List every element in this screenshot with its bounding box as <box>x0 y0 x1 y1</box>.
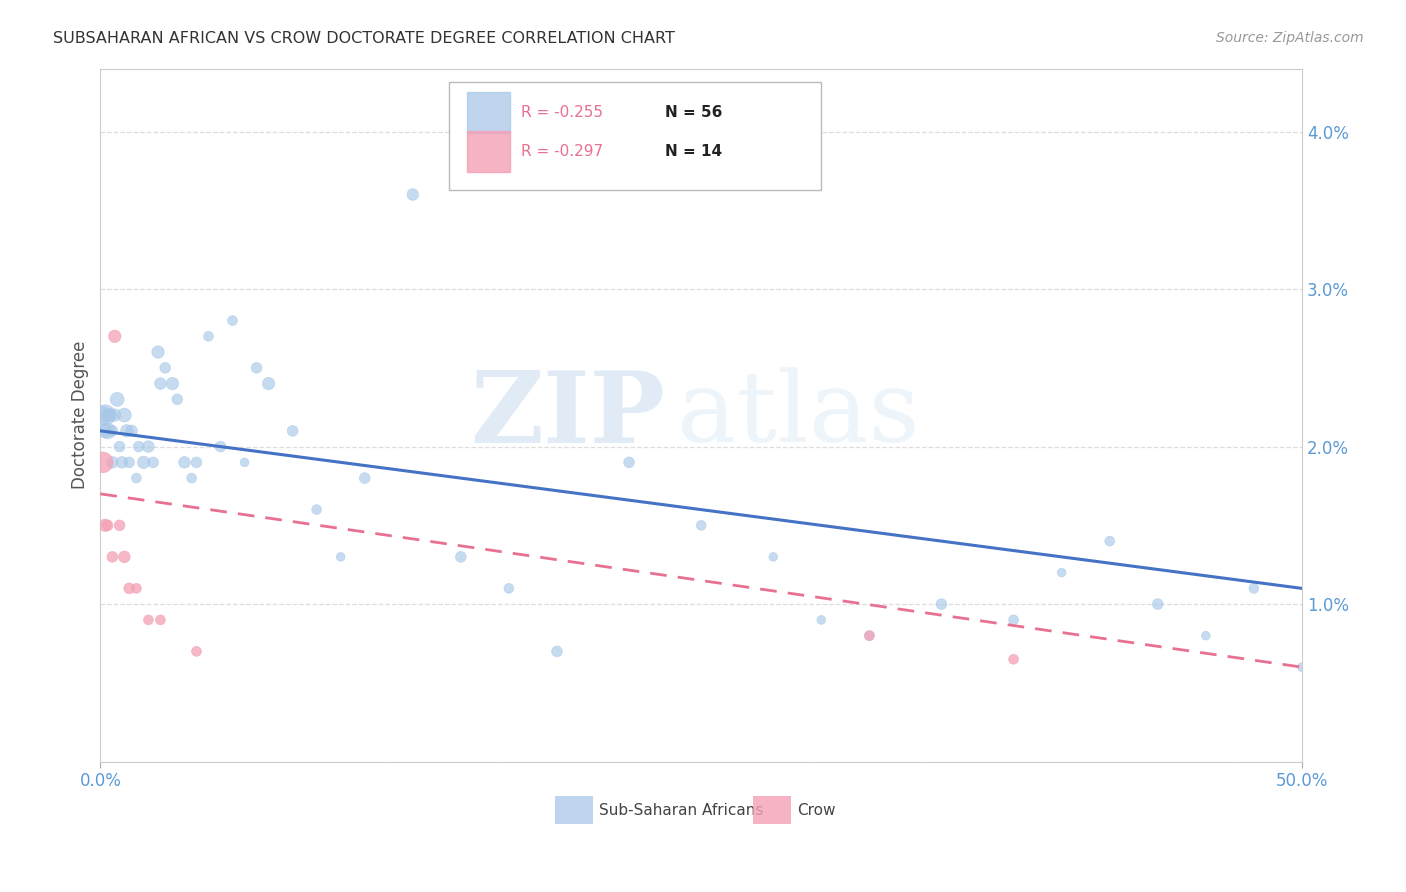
Text: R = -0.297: R = -0.297 <box>520 145 603 159</box>
Point <box>329 549 352 564</box>
Text: N = 14: N = 14 <box>665 145 723 159</box>
Point <box>1002 613 1025 627</box>
Y-axis label: Doctorate Degree: Doctorate Degree <box>72 341 89 490</box>
Point <box>128 440 150 454</box>
Point <box>180 471 202 485</box>
Point <box>112 549 135 564</box>
Point <box>91 455 114 469</box>
Point <box>931 597 953 611</box>
FancyBboxPatch shape <box>752 797 792 824</box>
Point <box>1002 652 1025 666</box>
Point <box>155 360 177 375</box>
Point <box>305 502 328 516</box>
Point <box>115 424 138 438</box>
Point <box>858 629 880 643</box>
Point <box>1050 566 1073 580</box>
Point <box>104 329 127 343</box>
Point <box>112 408 135 422</box>
Point <box>1146 597 1168 611</box>
Point <box>91 408 114 422</box>
Point <box>138 440 160 454</box>
Point <box>162 376 184 391</box>
Point <box>94 518 117 533</box>
Point <box>209 440 232 454</box>
Point <box>108 518 131 533</box>
Point <box>98 408 121 422</box>
Point <box>858 629 880 643</box>
Point <box>94 424 117 438</box>
Point <box>221 313 243 327</box>
Point <box>101 549 124 564</box>
Text: SUBSAHARAN AFRICAN VS CROW DOCTORATE DEGREE CORRELATION CHART: SUBSAHARAN AFRICAN VS CROW DOCTORATE DEG… <box>53 31 675 46</box>
Text: N = 56: N = 56 <box>665 104 723 120</box>
Text: atlas: atlas <box>678 368 920 463</box>
Point <box>121 424 143 438</box>
FancyBboxPatch shape <box>467 92 510 133</box>
Point <box>810 613 832 627</box>
Point <box>149 376 172 391</box>
Point <box>402 187 425 202</box>
Point <box>108 440 131 454</box>
Point <box>233 455 256 469</box>
Point <box>281 424 304 438</box>
Text: Crow: Crow <box>797 803 835 818</box>
FancyBboxPatch shape <box>449 82 821 190</box>
Point <box>762 549 785 564</box>
Point <box>498 582 520 596</box>
Point <box>97 424 120 438</box>
Text: R = -0.255: R = -0.255 <box>520 104 603 120</box>
Point <box>97 408 120 422</box>
Point <box>125 471 148 485</box>
Point <box>197 329 219 343</box>
Point <box>105 392 128 407</box>
Point <box>111 455 134 469</box>
Text: ZIP: ZIP <box>470 367 665 464</box>
Point <box>546 644 568 658</box>
Point <box>132 455 155 469</box>
FancyBboxPatch shape <box>554 797 593 824</box>
Point <box>125 582 148 596</box>
Point <box>166 392 188 407</box>
Point <box>245 360 267 375</box>
Point <box>1291 660 1313 674</box>
Point <box>146 345 169 359</box>
Point <box>186 455 208 469</box>
Point <box>173 455 195 469</box>
Point <box>104 408 127 422</box>
Point <box>138 613 160 627</box>
Point <box>257 376 280 391</box>
Point <box>97 518 120 533</box>
Point <box>450 549 472 564</box>
Point <box>118 582 141 596</box>
Point <box>617 455 640 469</box>
Point <box>1243 582 1265 596</box>
Text: Sub-Saharan Africans: Sub-Saharan Africans <box>599 803 763 818</box>
Point <box>118 455 141 469</box>
Point <box>353 471 375 485</box>
Point <box>186 644 208 658</box>
Point <box>690 518 713 533</box>
Point <box>149 613 172 627</box>
Point <box>142 455 165 469</box>
Point <box>94 408 117 422</box>
Point <box>1195 629 1218 643</box>
Text: Source: ZipAtlas.com: Source: ZipAtlas.com <box>1216 31 1364 45</box>
Point <box>101 424 124 438</box>
FancyBboxPatch shape <box>467 131 510 172</box>
Point <box>101 455 124 469</box>
Point <box>1098 534 1121 549</box>
